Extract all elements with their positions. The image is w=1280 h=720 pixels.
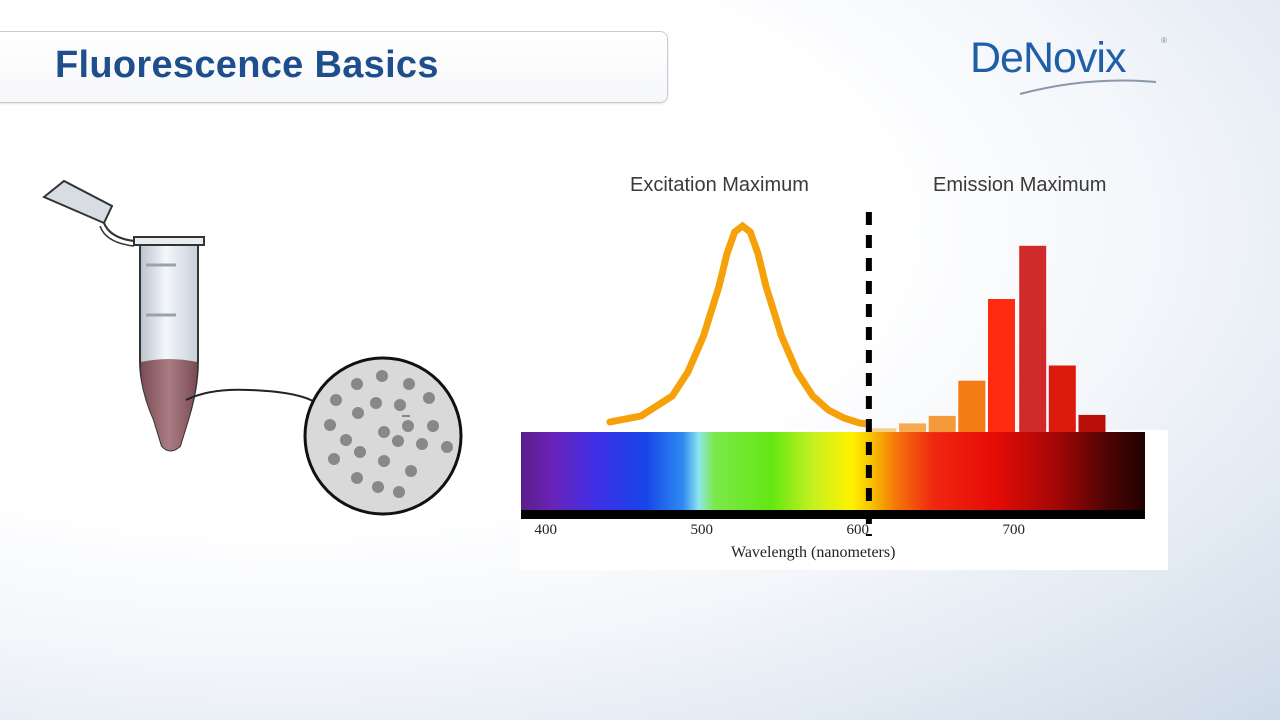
particles <box>324 370 453 498</box>
emission-bar-5 <box>988 299 1015 432</box>
emission-bar-1 <box>869 428 897 432</box>
emission-bar-3 <box>928 415 956 433</box>
x-tick-400: 400 <box>534 522 558 538</box>
tube-cap <box>42 179 135 247</box>
emission-bars <box>869 245 1106 433</box>
x-axis-label: Wavelength (nanometers) <box>731 544 896 561</box>
microcentrifuge-tube <box>133 236 205 452</box>
emission-bar-2 <box>899 423 927 432</box>
x-tick-600: 600 <box>846 522 870 538</box>
magnifier-connector <box>185 388 317 404</box>
denovix-logo: DeNovix ® <box>968 30 1168 100</box>
emission-bar-8 <box>1078 414 1106 432</box>
emission-bar-6 <box>1019 245 1047 432</box>
logo-swoosh-icon <box>1019 79 1157 95</box>
emission-maximum-label: Emission Maximum <box>933 174 1107 196</box>
slide-title: Fluorescence Basics <box>55 44 439 86</box>
x-tick-700: 700 <box>1002 522 1026 538</box>
spectrum-axis-bar <box>521 510 1145 519</box>
excitation-maximum-label: Excitation Maximum <box>630 174 809 196</box>
x-tick-500: 500 <box>690 522 714 538</box>
emission-bar-4 <box>958 380 986 432</box>
registered-mark: ® <box>1161 36 1167 45</box>
logo-wordmark: DeNovix <box>970 34 1126 82</box>
sample-liquid <box>141 359 197 451</box>
excitation-curve <box>606 221 871 428</box>
magnified-view <box>303 356 463 516</box>
visible-spectrum-bar <box>521 432 1145 510</box>
title-banner <box>0 31 668 103</box>
emission-bar-7 <box>1048 365 1076 432</box>
